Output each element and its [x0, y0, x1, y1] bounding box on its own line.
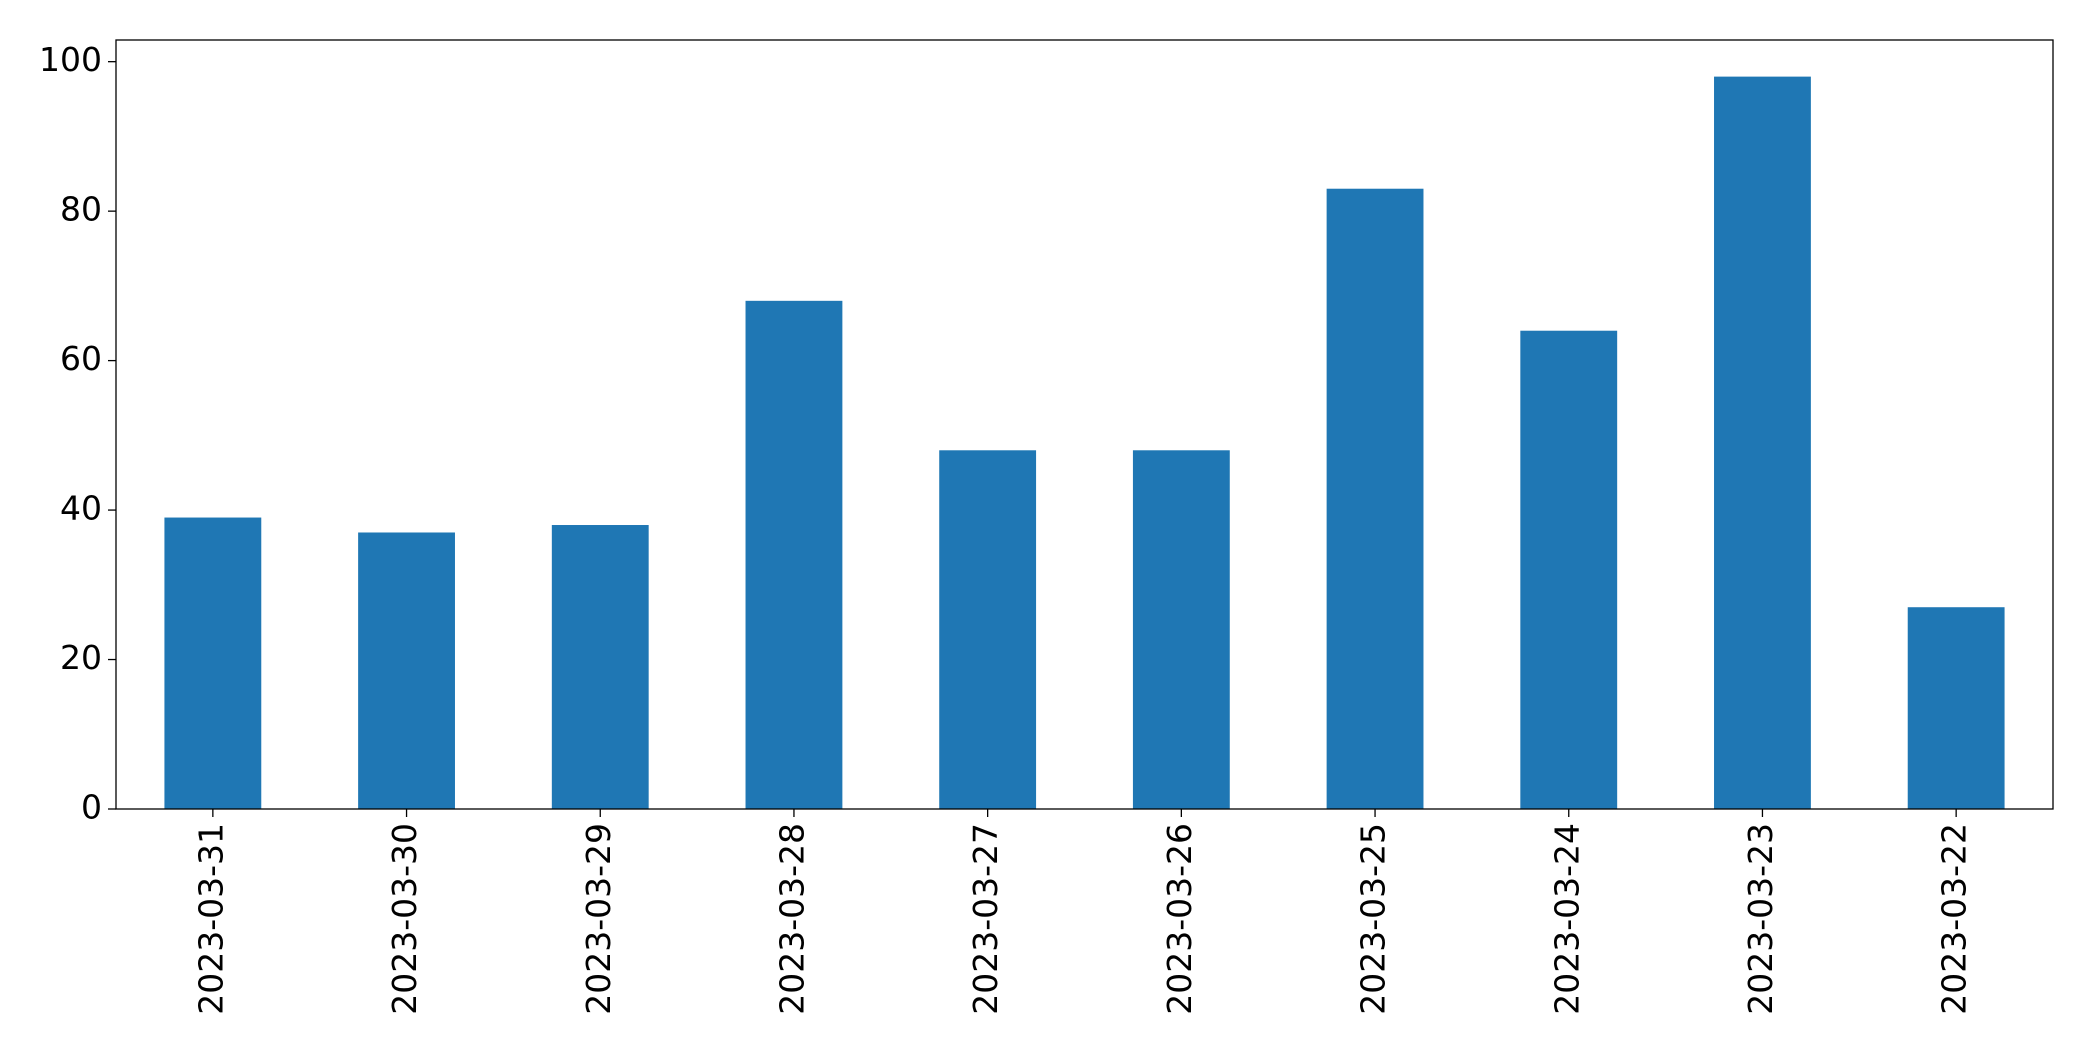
x-tick-label: 2023-03-25 — [1354, 823, 1393, 1015]
x-tick-label: 2023-03-29 — [579, 823, 618, 1015]
bar — [164, 517, 262, 809]
plot-frame — [115, 39, 2054, 810]
y-tick-label: 100 — [39, 40, 102, 79]
bar — [1520, 330, 1618, 809]
y-tick-label: 80 — [60, 190, 102, 229]
y-tick-label: 20 — [60, 638, 102, 677]
x-tick-label: 2023-03-23 — [1741, 823, 1780, 1015]
bar — [1714, 76, 1811, 810]
x-tick-label: 2023-03-27 — [966, 823, 1005, 1015]
bar — [939, 450, 1037, 809]
x-tick-label: 2023-03-31 — [191, 823, 230, 1015]
x-tick-label: 2023-03-22 — [1935, 823, 1974, 1015]
bar — [1907, 607, 2005, 809]
bar — [551, 525, 649, 809]
bar — [1132, 450, 1230, 809]
y-tick-label: 40 — [60, 489, 102, 528]
x-tick-label: 2023-03-30 — [385, 823, 424, 1015]
x-tick-label: 2023-03-26 — [1160, 823, 1199, 1015]
y-tick-label: 0 — [81, 788, 102, 827]
bar — [745, 300, 843, 809]
x-tick-label: 2023-03-28 — [772, 823, 811, 1015]
bar — [358, 532, 455, 809]
x-tick-label: 2023-03-24 — [1547, 823, 1586, 1015]
y-tick-label: 60 — [60, 339, 102, 378]
bar — [1326, 188, 1424, 810]
